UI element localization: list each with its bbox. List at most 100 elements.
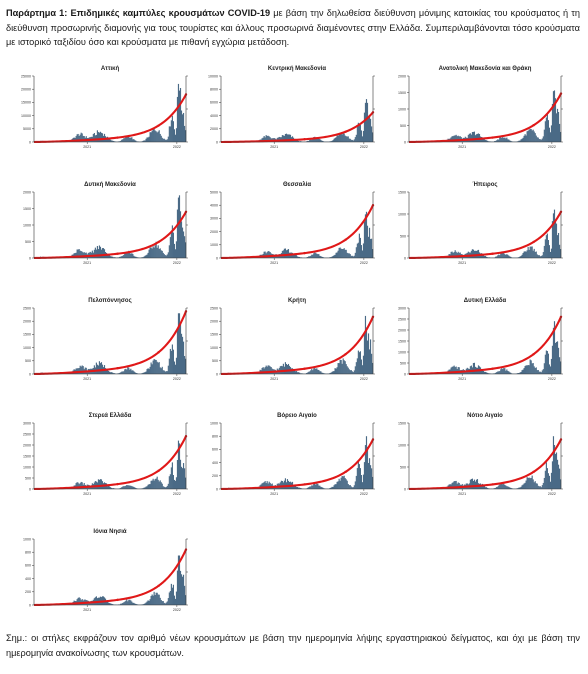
daily-cases-bar [301,373,303,374]
daily-cases-bar [505,254,507,258]
chart-title: Βόρειο Αιγαίο [277,413,317,419]
cumulative-cases-line [33,211,187,260]
daily-cases-bar [548,245,550,258]
daily-cases-bar [539,139,541,142]
daily-cases-bar [107,602,110,605]
daily-cases-bar [543,477,545,489]
y-tick-label: 600 [212,448,218,452]
daily-cases-bar [509,256,511,258]
daily-cases-bar [473,362,476,374]
daily-cases-bar [532,129,534,142]
daily-cases-bar [295,255,298,258]
daily-cases-bar [125,485,127,489]
daily-cases-bar [144,603,146,605]
daily-cases-bar [292,254,295,258]
cumulative-marker [157,351,160,354]
x-tick-label: 2022 [360,145,368,149]
y-tick-label: 1500 [23,333,31,337]
cumulative-marker [116,598,119,602]
daily-cases-bar [134,372,136,374]
daily-cases-bar [450,367,452,374]
daily-cases-bar [310,370,312,374]
daily-cases-bar [161,137,163,142]
daily-cases-bar [508,139,510,142]
daily-cases-bar [130,137,132,142]
daily-cases-bar [153,591,155,605]
daily-cases-bar [453,481,455,489]
daily-cases-bar [162,138,164,142]
daily-cases-bar [348,485,350,489]
daily-cases-bar [76,134,78,142]
daily-cases-bar [536,137,538,142]
daily-cases-bar [537,485,539,489]
daily-cases-bar [101,248,104,258]
daily-cases-bar [162,486,164,489]
daily-cases-bar [496,486,498,489]
daily-cases-bar [168,592,170,605]
daily-cases-bar [537,370,539,374]
cumulative-cases-line [408,93,562,144]
daily-cases-bar [469,133,471,142]
daily-cases-bar [483,139,486,142]
daily-cases-bar [523,483,525,489]
daily-cases-bar [501,483,503,489]
daily-cases-bar [133,486,135,489]
daily-cases-bar [355,134,357,142]
daily-cases-bar [81,133,83,142]
daily-cases-bar [481,137,484,142]
daily-cases-bar [339,359,341,374]
cumulative-marker [116,252,119,255]
daily-cases-bar [170,467,172,489]
daily-cases-bar [539,486,541,489]
daily-cases-bar [317,483,319,489]
daily-cases-bar [300,373,302,374]
daily-cases-bar [367,117,370,142]
daily-cases-bar [527,130,529,142]
daily-cases-bar [183,236,186,258]
daily-cases-bar [161,366,163,374]
daily-cases-bar [182,463,185,489]
daily-cases-bar [284,362,286,374]
daily-cases-bar [499,255,501,258]
y-tick-label: 1500 [398,190,406,194]
daily-cases-bar [122,139,124,142]
y-tick-label: 800 [25,551,31,555]
daily-cases-bar [335,368,337,374]
daily-cases-bar [315,368,317,374]
daily-cases-bar [169,348,171,374]
daily-cases-bar [504,137,506,142]
daily-cases-bar [306,372,308,374]
daily-cases-bar [299,372,301,374]
daily-cases-bar [148,249,150,258]
daily-cases-bar [508,371,510,374]
daily-cases-bar [355,475,357,489]
daily-cases-bar [149,247,151,258]
daily-cases-bar [319,485,321,489]
daily-cases-bar [483,371,486,374]
daily-cases-bar [157,479,159,489]
daily-cases-bar [522,484,524,489]
daily-cases-bar [126,136,128,142]
daily-cases-bar [489,257,491,258]
y-tick-label: 0 [29,372,31,376]
daily-cases-bar [153,480,155,489]
daily-cases-bar [505,370,507,374]
daily-cases-bar [148,368,150,374]
daily-cases-bar [150,362,152,374]
daily-cases-bar [534,251,536,258]
daily-cases-bar [262,482,264,489]
daily-cases-bar [78,136,80,142]
daily-cases-bar [126,253,128,258]
daily-cases-bar [123,138,125,142]
daily-cases-bar [113,140,115,142]
daily-cases-bar [343,248,345,258]
daily-cases-bar [323,373,325,374]
daily-cases-bar [91,250,93,258]
daily-cases-bar [173,361,175,374]
daily-cases-bar [523,135,525,142]
daily-cases-bar [351,139,353,142]
daily-cases-bar [120,256,122,258]
y-tick-label: 2500 [23,306,31,310]
daily-cases-bar [452,136,454,142]
y-tick-label: 0 [29,256,31,260]
